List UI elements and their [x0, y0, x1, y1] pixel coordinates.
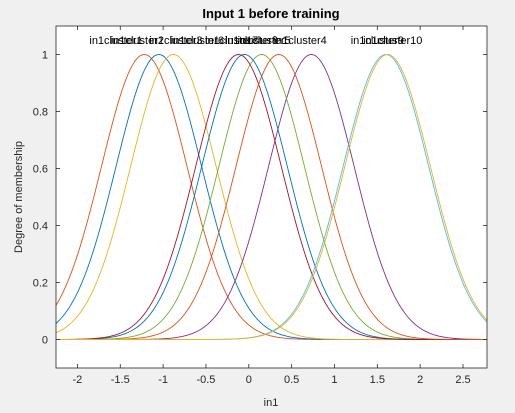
membership-curves: [55, 54, 488, 340]
x-tick-label: -1: [158, 374, 168, 386]
curve-label-in1cluster3: in1cluster3: [149, 35, 202, 47]
curve-label-in1cluster1: in1cluster1: [89, 35, 142, 47]
curve-label-in1cluster5: in1cluster5: [238, 35, 291, 47]
curve-label-in1cluster6: in1cluster6: [171, 35, 224, 47]
axes-box: [55, 25, 488, 369]
y-axis-ticks: 0 0.2 0.4 0.6 0.8 1: [33, 50, 487, 347]
curve-label-in1cluster9: in1cluster9: [351, 35, 404, 47]
x-tick-label: -2: [73, 374, 83, 386]
curve-label-in1cluster10: in1cluster10: [363, 35, 422, 47]
membership-curve-in1cluster8: [56, 54, 487, 340]
x-axis-label: in1: [264, 397, 279, 409]
x-tick-label: -1.5: [111, 374, 130, 386]
plot-area: [56, 26, 487, 368]
y-tick-label: 0.6: [33, 164, 48, 176]
x-tick-label: 0: [246, 374, 252, 386]
curve-labels: in1cluster1in1cluster2in1cluster3in1clus…: [89, 35, 422, 47]
x-tick-label: 2: [417, 374, 423, 386]
curve-label-in1cluster2: in1cluster2: [111, 35, 164, 47]
y-axis-label: Degree of membership: [13, 141, 25, 253]
y-tick-label: 0.4: [33, 221, 48, 233]
x-tick-label: -0.5: [196, 374, 215, 386]
x-tick-label: 2.5: [455, 374, 470, 386]
y-tick-label: 0.2: [33, 278, 48, 290]
curve-label-in1cluster7: in1cluster7: [205, 35, 258, 47]
x-tick-label: 1.5: [370, 374, 385, 386]
chart-title: Input 1 before training: [202, 6, 339, 21]
curve-label-in1cluster8: in1cluster8: [225, 35, 278, 47]
axes-frame: [55, 25, 488, 369]
membership-curve-in1cluster10: [56, 54, 488, 340]
y-tick-label: 0: [42, 335, 48, 347]
y-tick-label: 0.8: [33, 107, 48, 119]
y-tick-label: 1: [42, 50, 48, 62]
x-axis-ticks: -2 -1.5 -1 -0.5 0 0.5 1 1.5 2 2.5: [73, 26, 471, 386]
curve-label-in1cluster4: in1cluster4: [274, 35, 327, 47]
membership-curve-in1cluster7: [55, 54, 487, 340]
x-tick-label: 0.5: [284, 374, 299, 386]
x-tick-label: 1: [331, 374, 337, 386]
